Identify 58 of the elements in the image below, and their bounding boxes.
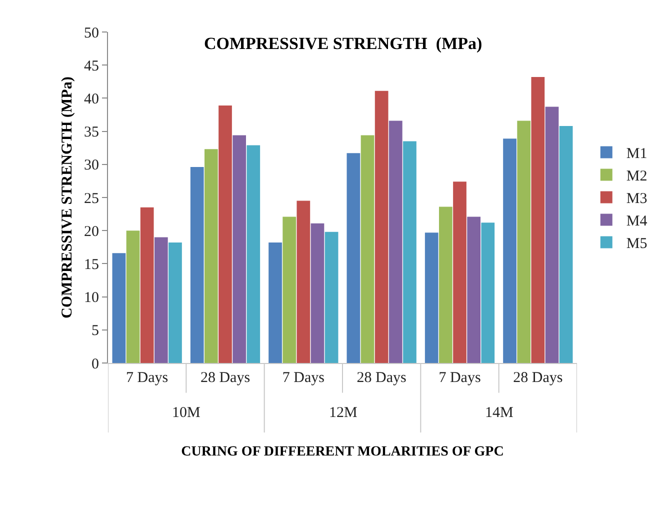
y-axis-title: COMPRESSIVE STRENGTH (MPa) (59, 76, 76, 318)
bar (453, 182, 466, 363)
bar (374, 90, 388, 363)
text: 12M (329, 405, 358, 421)
bar (424, 232, 438, 363)
bar (268, 242, 282, 363)
legend-label: M3 (626, 191, 648, 208)
bar (190, 167, 204, 363)
x-axis-title: CURING OF DIFFEERENT MOLARITIES OF GPC (181, 444, 504, 460)
y-tick-label: 10 (84, 290, 99, 306)
bar (388, 120, 402, 363)
y-tick-label: 50 (84, 25, 99, 42)
y-tick-label: 35 (84, 124, 99, 141)
bar (517, 120, 531, 363)
y-tick-label: 40 (84, 91, 99, 108)
bar (204, 149, 218, 363)
bar (324, 232, 338, 363)
y-tick-label: 20 (84, 224, 99, 240)
bar (282, 216, 296, 363)
y-tick-label: 0 (92, 356, 99, 372)
bar (531, 77, 545, 363)
y-tick-label: 30 (84, 158, 99, 174)
x-tick-label: 7 Days (126, 370, 168, 386)
y-tick-label: 45 (84, 58, 99, 74)
bar (232, 135, 246, 363)
bar (545, 106, 559, 363)
y-tick-label: 25 (84, 190, 99, 207)
bar (503, 138, 516, 363)
legend-label: M4 (626, 214, 648, 230)
bar (439, 206, 452, 363)
text: 10M (172, 405, 200, 421)
bar (246, 145, 260, 363)
x-tick-label: 7 Days (438, 370, 481, 386)
bar (403, 141, 416, 363)
x-tick-label: 28 Days (356, 370, 407, 386)
bar (559, 126, 573, 363)
legend-label: M2 (626, 168, 648, 185)
bar (360, 135, 374, 363)
bar (112, 253, 126, 363)
bar (168, 242, 182, 363)
bar (154, 237, 168, 363)
x-tick-label: 7 Days (282, 370, 325, 386)
chart-title: COMPRESSIVE STRENGTH (MPa) (204, 34, 482, 53)
legend-label: M5 (626, 236, 648, 252)
bar (126, 230, 140, 363)
bar (481, 222, 495, 363)
y-tick-label: 5 (92, 323, 99, 340)
x-tick-label: 28 Days (513, 370, 563, 386)
bar (346, 153, 360, 363)
bar (310, 223, 324, 363)
bar (467, 216, 480, 363)
bar (140, 207, 154, 363)
y-tick-label: 15 (84, 256, 99, 273)
legend-label: M1 (626, 146, 648, 162)
bar (296, 200, 310, 363)
x-tick-label: 28 Days (200, 370, 250, 386)
text: 14M (485, 405, 514, 421)
bar (218, 105, 232, 363)
